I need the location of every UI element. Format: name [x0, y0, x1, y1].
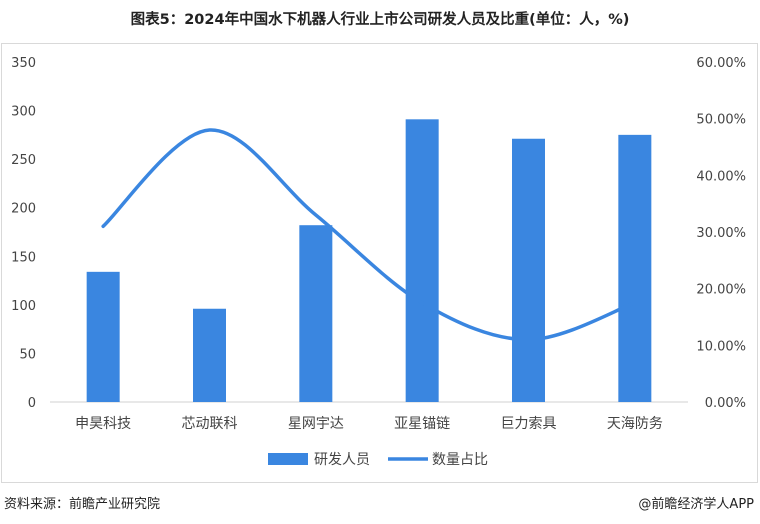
x-tick-label: 天海防务 — [607, 416, 663, 432]
bar-6 — [618, 134, 652, 402]
left-axis-ticks: 0 50 100 150 200 250 300 350 — [11, 56, 36, 411]
x-axis-ticks: 申昊科技 芯动联科 星网宇达 亚星锚链 巨力索具 天海防务 — [75, 415, 663, 432]
x-tick-label: 申昊科技 — [75, 416, 131, 432]
x-tick-label: 巨力索具 — [501, 415, 557, 432]
right-tick-label: 30.00% — [696, 226, 746, 241]
plot-frame — [1, 43, 758, 483]
left-tick-label: 350 — [11, 56, 36, 71]
bar-1 — [86, 271, 120, 402]
left-tick-label: 150 — [11, 250, 36, 265]
bar-4 — [405, 119, 439, 403]
bar-series — [86, 119, 652, 403]
bar-2 — [193, 308, 226, 402]
x-tick-label: 亚星锚链 — [394, 416, 450, 432]
bar-3 — [299, 225, 333, 402]
legend: 研发人员 数量占比 — [268, 452, 488, 468]
legend-label-bar: 研发人员 — [314, 452, 370, 468]
left-tick-label: 200 — [11, 202, 36, 217]
right-tick-label: 0.00% — [705, 396, 746, 411]
right-tick-label: 60.00% — [696, 56, 746, 71]
x-tick-label: 星网宇达 — [288, 416, 344, 432]
left-tick-label: 0 — [28, 396, 36, 411]
source-note: 资料来源：前瞻产业研究院 — [4, 497, 161, 512]
left-tick-label: 100 — [11, 299, 36, 314]
right-tick-label: 50.00% — [696, 113, 746, 128]
left-tick-label: 250 — [11, 153, 36, 168]
right-axis-ticks: 0.00% 10.00% 20.00% 30.00% 40.00% 50.00% 60.00… — [696, 56, 746, 411]
x-tick-label: 芯动联科 — [182, 416, 238, 432]
legend-swatch-bar — [268, 453, 308, 465]
chart-title: 图表5：2024年中国水下机器人行业上市公司研发人员及比重(单位：人，%) — [130, 12, 630, 28]
legend-label-line: 数量占比 — [432, 452, 488, 468]
right-tick-label: 10.00% — [696, 339, 746, 354]
copyright-note: @前瞻经济学人APP — [638, 497, 754, 512]
left-tick-label: 50 — [19, 347, 36, 362]
bar-5 — [512, 138, 545, 402]
right-tick-label: 40.00% — [696, 169, 746, 184]
left-tick-label: 300 — [11, 105, 36, 120]
right-tick-label: 20.00% — [696, 283, 746, 298]
ratio-line — [101, 128, 637, 342]
